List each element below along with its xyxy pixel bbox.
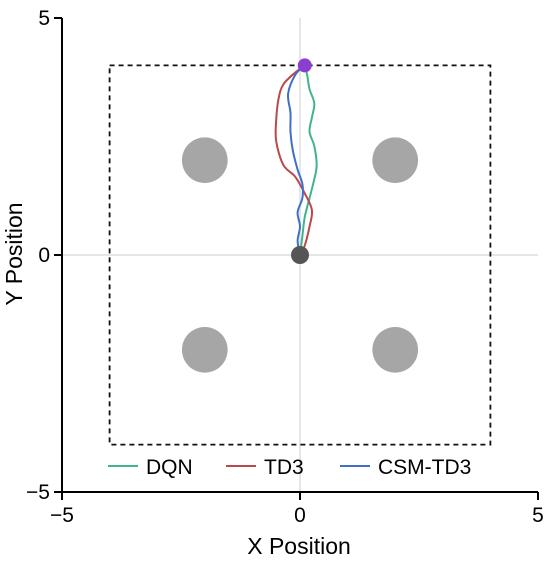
start-marker [291, 246, 309, 264]
series-line-dqn [299, 65, 318, 256]
x-tick-label: −5 [50, 504, 74, 527]
series-line-csm-td3 [286, 64, 306, 256]
legend-label-dqn: DQN [146, 456, 193, 479]
legend-label-csm-td3: CSM-TD3 [378, 456, 471, 479]
y-tick-label: 0 [38, 244, 50, 267]
axis-layer: −5 0 5 −5 0 5 [26, 7, 544, 527]
legend: DQN TD3 CSM-TD3 [108, 456, 471, 479]
series-layer [274, 64, 318, 256]
y-tick-label: −5 [26, 481, 50, 504]
marker-layer [291, 58, 312, 264]
series-line-td3 [274, 64, 314, 256]
x-tick-label: 5 [532, 504, 544, 527]
obstacle-3 [181, 326, 228, 373]
obstacle-2 [372, 137, 419, 184]
obstacle-4 [372, 326, 419, 373]
obstacle-1 [181, 137, 228, 184]
goal-marker [297, 58, 312, 73]
x-axis-label: X Position [247, 533, 351, 559]
obstacle-layer [181, 137, 419, 373]
legend-label-td3: TD3 [264, 456, 304, 479]
x-tick-label: 0 [294, 504, 306, 527]
y-axis-label: Y Position [1, 202, 27, 305]
y-tick-label: 5 [38, 7, 50, 30]
